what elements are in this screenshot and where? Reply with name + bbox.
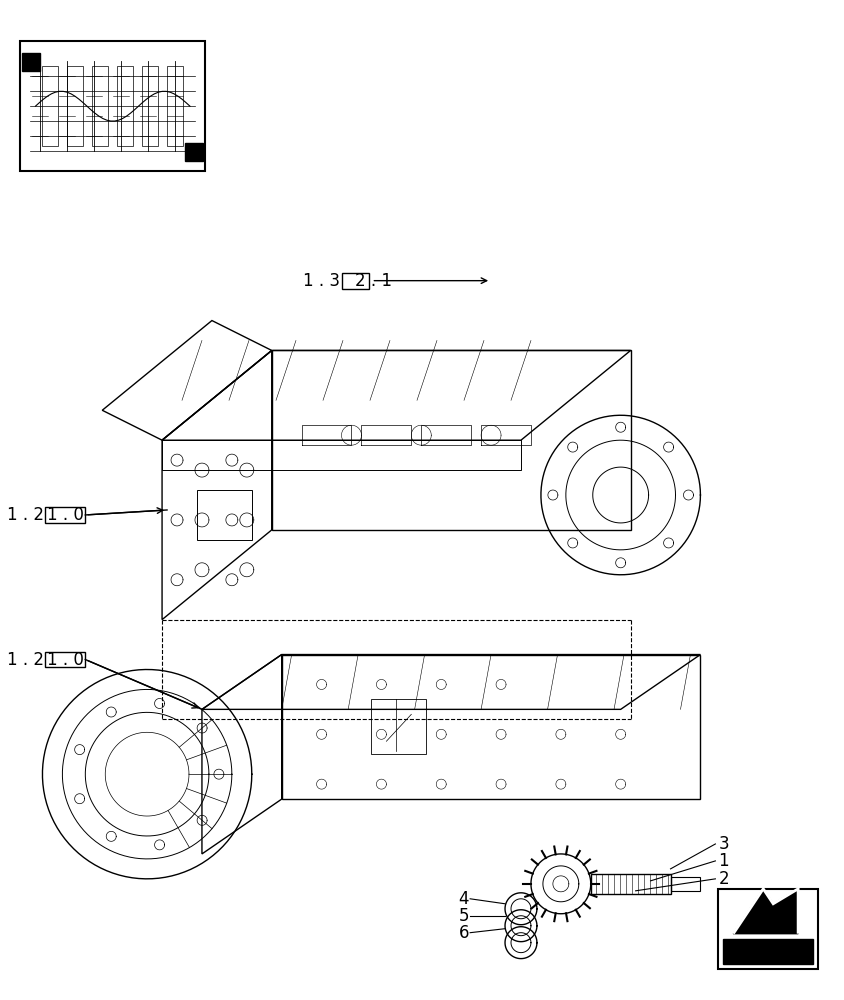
Bar (92, 66, 108, 146)
Bar (46, 652, 85, 667)
Bar (591, 874, 670, 894)
Text: 4: 4 (458, 890, 469, 908)
Bar (46, 507, 85, 523)
Bar (20, 41, 205, 171)
Bar (117, 66, 133, 146)
Text: 1 . 2: 1 . 2 (8, 506, 45, 524)
Bar (167, 66, 183, 146)
Bar (23, 53, 41, 71)
Text: 1 . 0: 1 . 0 (47, 506, 84, 524)
Bar (185, 143, 203, 161)
Bar (68, 66, 84, 146)
Bar (342, 273, 370, 289)
Polygon shape (733, 889, 798, 934)
Bar (718, 889, 818, 969)
Text: 1 . 0: 1 . 0 (47, 651, 84, 669)
Text: 1 . 3: 1 . 3 (302, 272, 339, 290)
Bar (723, 939, 813, 964)
Text: 3: 3 (718, 835, 729, 853)
Text: 6: 6 (458, 924, 469, 942)
Bar (42, 66, 58, 146)
Bar (670, 877, 701, 891)
Bar (142, 66, 158, 146)
Bar (371, 699, 426, 754)
Text: 5: 5 (458, 907, 469, 925)
Text: 1 . 2: 1 . 2 (8, 651, 45, 669)
Text: 1: 1 (718, 852, 729, 870)
Text: 2 . 1: 2 . 1 (355, 272, 392, 290)
Text: 2: 2 (718, 870, 729, 888)
Bar (197, 490, 252, 540)
